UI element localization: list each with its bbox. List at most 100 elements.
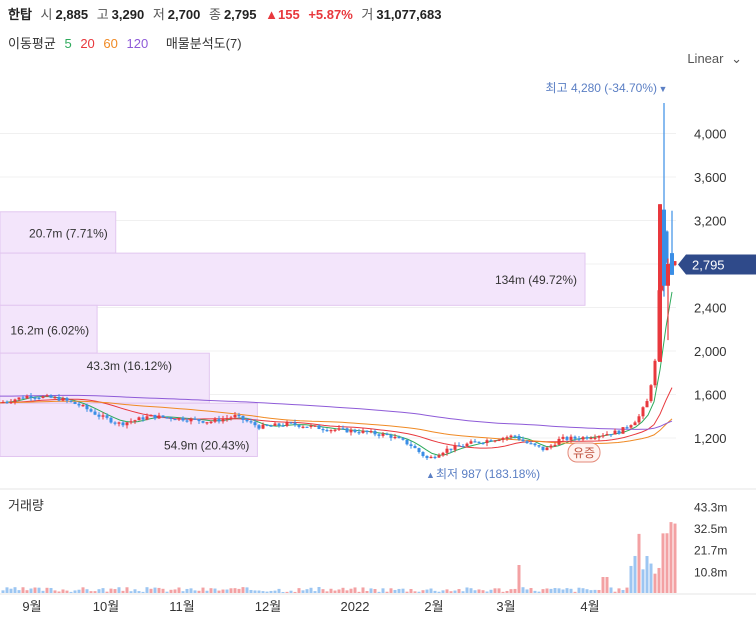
price-tick-label: 2,400	[694, 301, 727, 316]
volume-bar	[301, 590, 305, 593]
volume-tick-label: 10.8m	[694, 565, 727, 579]
volume-bar	[457, 589, 461, 593]
profile-bar	[0, 252, 586, 306]
ma-period-60[interactable]: 60	[103, 36, 118, 51]
volume-bar	[609, 587, 613, 593]
volume-bar	[73, 590, 77, 593]
candle-body	[433, 456, 437, 459]
candle-body	[21, 397, 25, 399]
volume-bar	[93, 591, 97, 593]
price-tick-label: 1,200	[694, 431, 727, 446]
volume-bar	[209, 588, 213, 593]
candle-body	[565, 436, 569, 440]
volume-bar	[57, 591, 61, 593]
candle-body	[365, 430, 369, 433]
profile-label: 134m (49.72%)	[495, 273, 577, 287]
candle-body	[65, 398, 69, 401]
volume-bar	[465, 587, 469, 593]
candle-body	[57, 397, 61, 401]
candle-body	[641, 407, 645, 417]
chevron-down-icon[interactable]: ⌄	[731, 51, 742, 66]
up-triangle-icon: ▲	[426, 470, 435, 480]
volume-panel: 거래량 43.3m 32.5m 21.7m 10.8m	[1, 498, 727, 593]
candle-body	[213, 418, 217, 422]
volume-value: 31,077,683	[376, 7, 442, 22]
candle-body	[405, 439, 409, 445]
volume-bar	[113, 589, 117, 593]
volume-bar	[9, 588, 13, 593]
candle-body	[13, 399, 17, 402]
candle-body	[293, 422, 297, 425]
volume-bar	[545, 588, 549, 593]
candle-body	[625, 427, 629, 429]
volume-bar	[269, 590, 273, 593]
candle-body	[393, 436, 397, 439]
high-marker-label: 최고 4,280 (-34.70%)	[546, 81, 657, 95]
candle-body	[437, 455, 441, 458]
volume-bar	[653, 573, 657, 593]
price-profile-label[interactable]: 매물분석도(7)	[165, 36, 242, 51]
volume-bar	[473, 590, 477, 593]
candle-body	[45, 395, 49, 397]
low-marker-label: 최저 987 (183.18%)	[436, 467, 540, 481]
volume-bar	[129, 591, 133, 593]
candle-body	[417, 448, 421, 453]
candle-body	[85, 405, 89, 410]
markers: 최고 4,280 (-34.70%) ▼ ▲ 최저 987 (183.18%) 유증	[426, 81, 667, 481]
price-profile: 20.7m (7.71%) 134m (49.72%) 16.2m (6.02%) 4…	[0, 211, 586, 457]
volume-bar	[421, 590, 425, 593]
scale-selector[interactable]: Linear ⌄	[687, 51, 742, 67]
candle-body	[137, 417, 141, 421]
candle-body	[233, 415, 237, 418]
volume-bar	[549, 588, 553, 593]
candle-body	[469, 441, 473, 444]
volume-bar	[33, 587, 37, 593]
candle-body	[597, 435, 601, 438]
candle-body	[465, 443, 469, 447]
ma-period-5[interactable]: 5	[64, 36, 72, 51]
volume-bar	[313, 591, 317, 593]
volume-bar	[45, 587, 49, 593]
volume-bar	[225, 589, 229, 593]
candle-body	[369, 431, 373, 433]
volume-bar	[417, 591, 421, 593]
volume-bar	[397, 588, 401, 593]
candle-body	[629, 425, 633, 428]
candle-body	[501, 437, 505, 440]
candle-body	[141, 417, 145, 420]
candle-body	[193, 418, 197, 420]
volume-bar	[489, 589, 493, 593]
volume-bar	[509, 589, 513, 593]
profile-label: 43.3m (16.12%)	[87, 359, 172, 373]
candle-body	[493, 440, 497, 442]
price-axis: 1,200 1,600 2,000 2,400 3,200 3,600 4,000 2,795	[678, 127, 756, 446]
volume-bar	[661, 533, 665, 593]
moving-average-label[interactable]: 이동평균	[8, 36, 56, 51]
candle-body	[221, 418, 225, 422]
candle-body	[5, 401, 9, 404]
volume-bar	[409, 588, 413, 593]
ma-line-5	[0, 291, 673, 456]
volume-bar	[365, 591, 369, 593]
volume-bar	[485, 591, 489, 593]
scale-mode[interactable]: Linear	[687, 51, 724, 66]
volume-bar	[561, 589, 565, 593]
volume-bar	[289, 590, 293, 593]
volume-bar	[97, 589, 101, 593]
volume-bar	[405, 591, 409, 593]
candle-body	[109, 417, 113, 423]
candle-body	[289, 422, 293, 424]
ma-period-20[interactable]: 20	[80, 36, 95, 51]
volume-bar	[593, 589, 597, 593]
candles	[1, 103, 677, 461]
candle-body	[337, 428, 341, 430]
volume-bar	[645, 556, 649, 593]
profile-bar	[0, 211, 117, 254]
candle-body	[517, 435, 521, 440]
volume-bar	[261, 591, 265, 593]
volume-label: 거	[361, 7, 374, 22]
change-value: 155	[277, 7, 300, 22]
volume-bar	[77, 589, 81, 593]
ma-period-120[interactable]: 120	[126, 36, 149, 51]
